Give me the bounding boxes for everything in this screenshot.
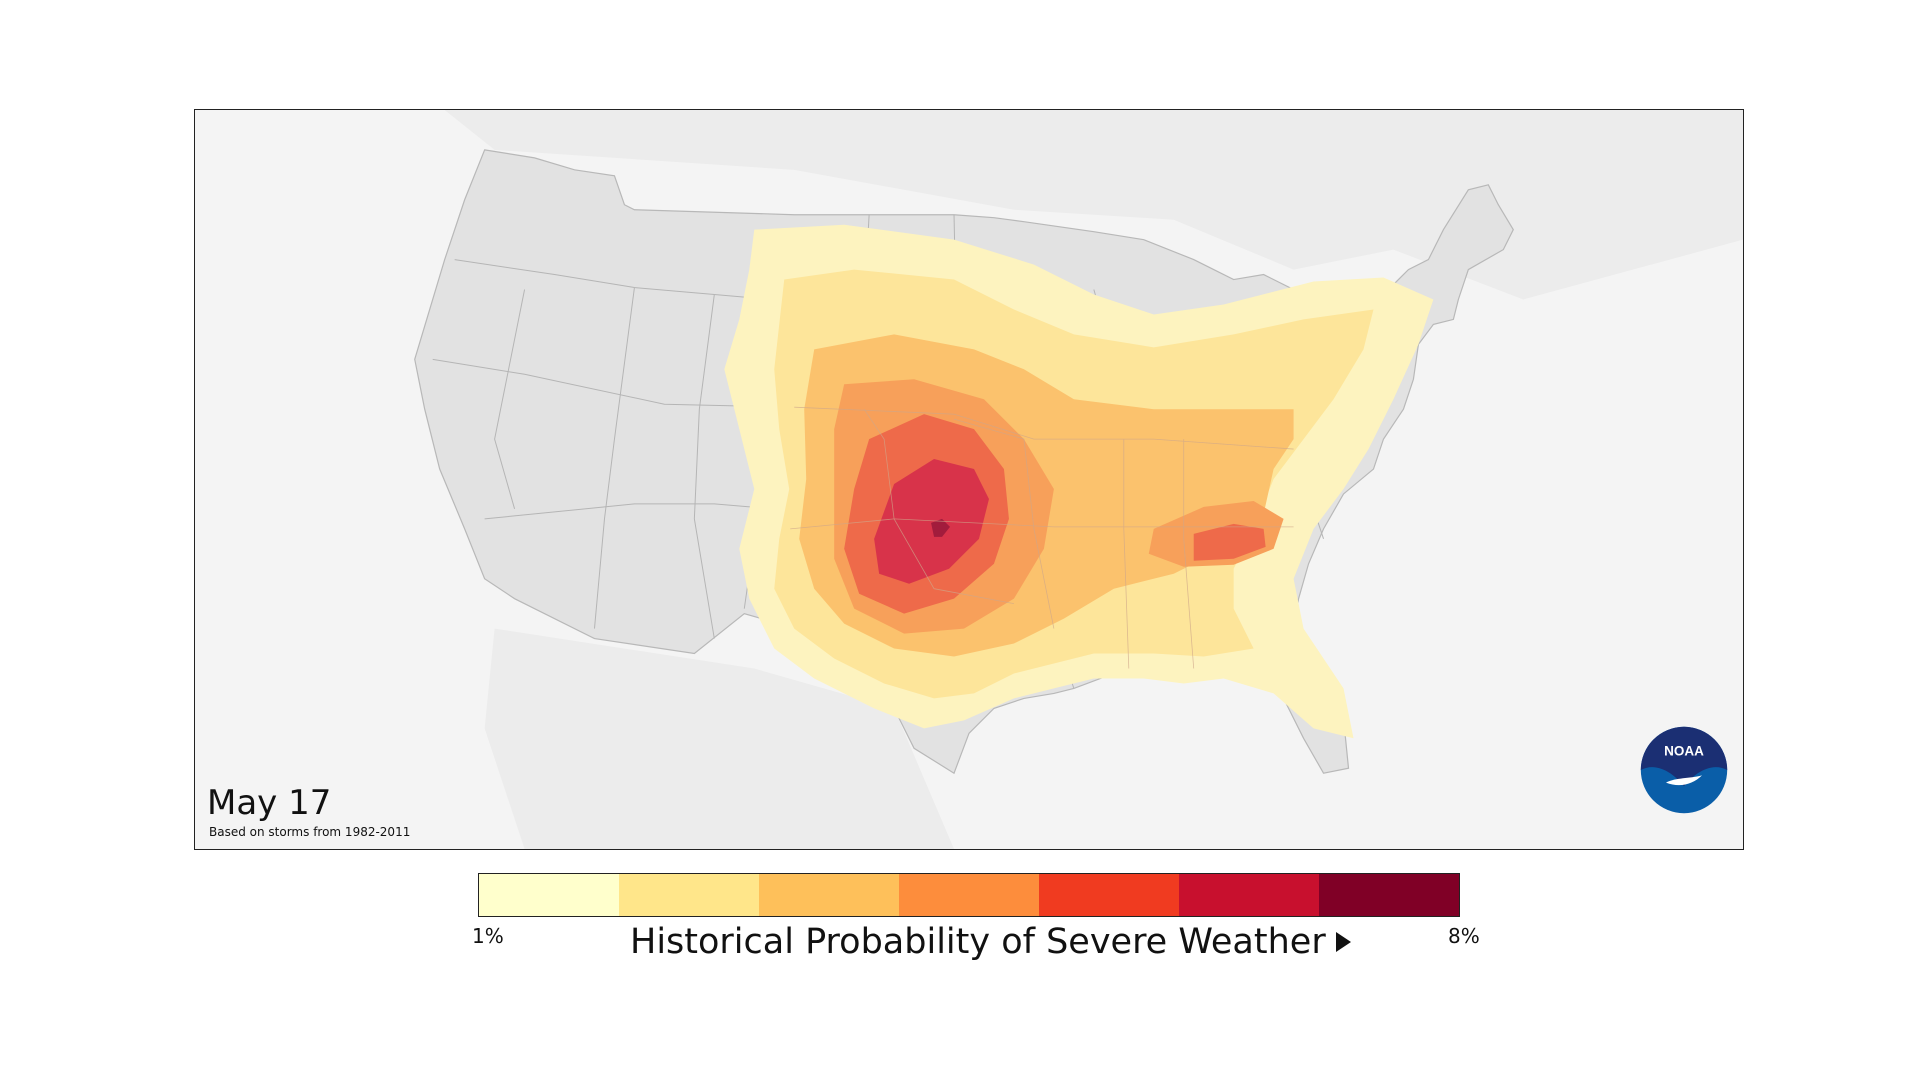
color-legend: [478, 873, 1460, 917]
noaa-logo-top: [1640, 726, 1728, 787]
state-boundaries-overlay: [790, 406, 1294, 669]
legend-min-label: 1%: [472, 924, 504, 948]
probability-contours: [724, 224, 1434, 739]
contour-5pct-east: [1193, 523, 1266, 561]
canada-landmass: [444, 110, 1743, 300]
legend-swatch: [1179, 874, 1319, 916]
noaa-logo[interactable]: NOAA: [1639, 725, 1729, 815]
legend-swatch: [619, 874, 759, 916]
legend-title[interactable]: Historical Probability of Severe Weather: [630, 922, 1351, 962]
legend-swatch: [1319, 874, 1459, 916]
map-panel[interactable]: May 17 Based on storms from 1982-2011 NO…: [194, 109, 1744, 850]
contour-7pct: [931, 518, 951, 537]
date-label: May 17: [207, 783, 332, 823]
legend-swatch: [479, 874, 619, 916]
legend-title-text: Historical Probability of Severe Weather: [630, 922, 1326, 962]
noaa-logo-text: NOAA: [1664, 744, 1704, 759]
legend-swatch: [1039, 874, 1179, 916]
data-source-note: Based on storms from 1982-2011: [209, 825, 411, 839]
play-arrow-icon[interactable]: [1335, 932, 1351, 952]
legend-swatch: [899, 874, 1039, 916]
legend-max-label: 8%: [1448, 924, 1480, 948]
us-map: [414, 110, 1743, 849]
noaa-logo-bird: [1666, 775, 1702, 786]
legend-swatch: [759, 874, 899, 916]
mexico-landmass: [484, 628, 955, 849]
contour-6pct: [874, 459, 989, 584]
